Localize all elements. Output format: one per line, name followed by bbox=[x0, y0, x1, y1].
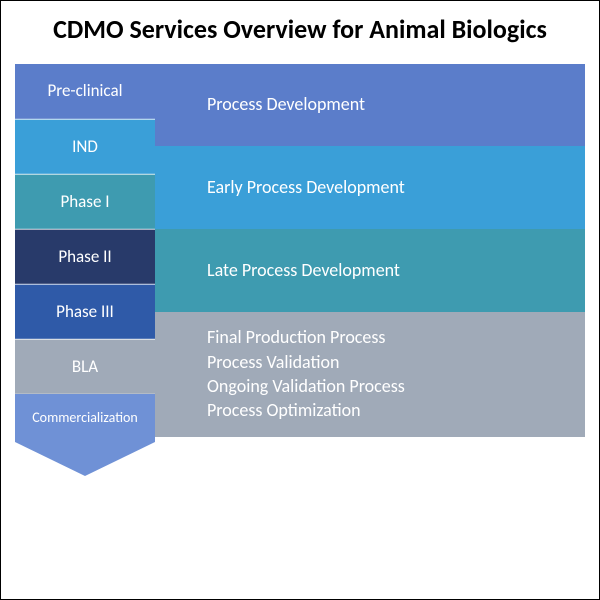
band-early-process-development: Early Process Development bbox=[155, 146, 585, 229]
band-line: Late Process Development bbox=[207, 258, 400, 282]
stage-ind: IND bbox=[15, 119, 155, 174]
band-line: Ongoing Validation Process bbox=[207, 374, 405, 398]
stage-phase-1: Phase I bbox=[15, 174, 155, 229]
band-line: Final Production Process bbox=[207, 325, 405, 349]
stages-column: Pre-clinical IND Phase I Phase II Phase … bbox=[15, 64, 155, 476]
stage-phase-3: Phase III bbox=[15, 284, 155, 339]
stage-pre-clinical: Pre-clinical bbox=[15, 64, 155, 119]
band-late-process-development: Late Process Development bbox=[155, 229, 585, 312]
overview-chart: Pre-clinical IND Phase I Phase II Phase … bbox=[15, 64, 585, 476]
band-line: Process Optimization bbox=[207, 398, 405, 422]
stage-phase-2: Phase II bbox=[15, 229, 155, 284]
band-process-development: Process Development bbox=[155, 64, 585, 146]
arrow-down-icon bbox=[15, 442, 155, 476]
band-line: Process Validation bbox=[207, 350, 405, 374]
commercialization-arrow: Commercialization bbox=[15, 394, 155, 476]
band-line: Early Process Development bbox=[207, 175, 405, 199]
page-title: CDMO Services Overview for Animal Biolog… bbox=[15, 13, 585, 46]
stage-bla: BLA bbox=[15, 339, 155, 394]
band-line: Process Development bbox=[207, 92, 365, 116]
commercialization-label: Commercialization bbox=[15, 394, 155, 442]
band-final-production: Final Production Process Process Validat… bbox=[155, 312, 585, 437]
process-bands-column: Process Development Early Process Develo… bbox=[155, 64, 585, 476]
